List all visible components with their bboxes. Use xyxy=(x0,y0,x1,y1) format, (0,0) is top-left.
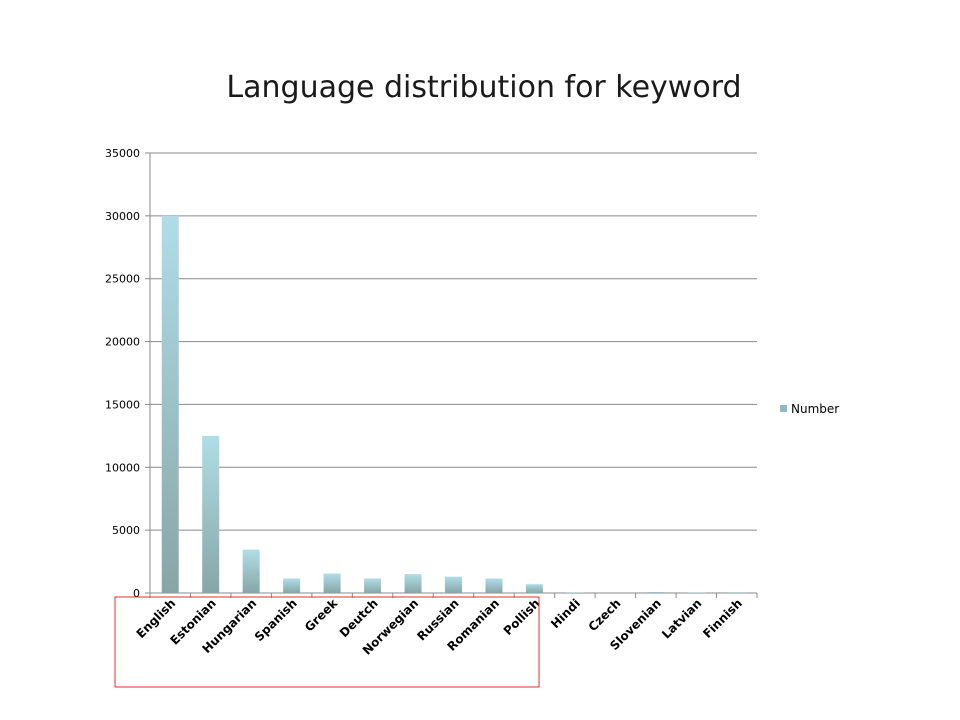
bar-russian xyxy=(445,576,462,593)
bar-hungarian xyxy=(242,549,260,593)
legend-swatch xyxy=(780,405,787,412)
x-category-label: Latvian xyxy=(659,596,704,641)
gridlines xyxy=(150,152,757,594)
y-tick-label: 0 xyxy=(133,587,140,600)
y-tick-label: 35000 xyxy=(105,147,140,160)
bar-estonian xyxy=(202,435,220,593)
x-category-label: Finnish xyxy=(700,596,745,641)
bar-deutch xyxy=(364,578,382,593)
y-tick-label: 30000 xyxy=(105,210,140,223)
bar-pollish xyxy=(525,584,543,593)
x-category-label: Pollish xyxy=(501,596,543,638)
bar-norwegian xyxy=(404,574,422,593)
x-category-label: Greek xyxy=(302,596,341,635)
highlight-box xyxy=(114,596,540,688)
bar-romanian xyxy=(485,578,503,593)
legend-label: Number xyxy=(791,402,839,416)
axes xyxy=(145,152,758,598)
bar-finnish xyxy=(728,592,746,593)
chart-title: Language distribution for keyword xyxy=(226,70,742,105)
y-tick-labels: 0 5000 10000 15000 20000 25000 30000 35000 xyxy=(105,147,140,600)
y-tick-label: 5000 xyxy=(112,524,140,537)
y-tick-label: 15000 xyxy=(105,398,140,411)
legend: Number xyxy=(780,402,839,416)
bars xyxy=(161,215,746,593)
bar-greek xyxy=(323,573,341,593)
y-tick-label: 20000 xyxy=(105,336,140,349)
bar-latvian xyxy=(687,592,705,593)
bar-spanish xyxy=(283,578,301,593)
y-tick-label: 25000 xyxy=(105,273,140,286)
x-category-label: Spanish xyxy=(252,596,300,644)
x-category-label: Hindi xyxy=(548,596,583,631)
y-tick-label: 10000 xyxy=(105,461,140,474)
bar-english xyxy=(161,215,179,593)
bar-hindi xyxy=(566,592,584,593)
x-category-label: Czech xyxy=(586,596,624,634)
bar-slovenian xyxy=(647,591,665,593)
